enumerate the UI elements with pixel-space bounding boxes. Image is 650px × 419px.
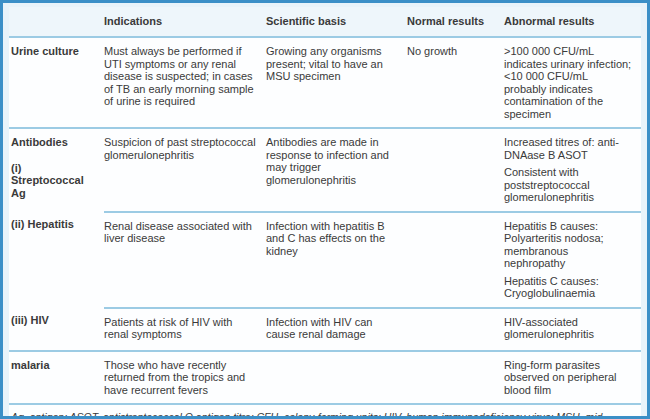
cell-hepatitis-abnormal-results: Hepatitis B causes: Polyarteritis nodosa… [504, 211, 641, 307]
cell-hiv-scientific-basis: Infection with HIV can cause renal damag… [266, 307, 407, 350]
header-cell-abnormal-results: Abnormal results [504, 7, 641, 36]
cell-urine-culture-abnormal-results: >100 000 CFU/mL indicates urinary infect… [504, 38, 641, 127]
header-cell-normal-results: Normal results [407, 7, 504, 36]
cell-streptococcal-scientific-basis: Antibodies are made in response to infec… [266, 129, 407, 211]
cell-hiv-indications: Patients at risk of HIV with renal sympt… [104, 307, 266, 350]
header-cell-scientific-basis: Scientific basis [266, 7, 407, 36]
cell-streptococcal-indications: Suspicion of past streptococcal glomerul… [104, 129, 266, 211]
row-label-antibodies-streptococcal-ag: Antibodies(i) Streptococcal Ag [9, 129, 104, 211]
cell-urine-culture-indications: Must always be performed if UTI symptoms… [104, 38, 266, 127]
cell-hepatitis-indications: Renal disease associated with liver dise… [104, 211, 266, 307]
cell-malaria-normal-results [407, 352, 504, 404]
cell-streptococcal-normal-results [407, 129, 504, 211]
cell-malaria-indications: Those who have recently returned from th… [104, 352, 266, 404]
row-label-hepatitis: (ii) Hepatitis [9, 211, 104, 307]
table-header-row: Indications Scientific basis Normal resu… [9, 7, 641, 36]
row-label-hiv: (iii) HIV [9, 307, 104, 350]
table-row-antibodies-streptococcal-ag: Antibodies(i) Streptococcal Ag Suspicion… [9, 127, 641, 211]
abbreviations-footnote: Ag, antigen; ASOT, antistreptococcal O a… [9, 403, 641, 419]
cell-hepatitis-scientific-basis: Infection with hepatitis B and C has eff… [266, 211, 407, 307]
header-cell-empty [9, 7, 104, 36]
row-label-malaria: malaria [9, 352, 104, 404]
cell-malaria-scientific-basis [266, 352, 407, 404]
cell-hiv-normal-results [407, 307, 504, 350]
cell-urine-culture-normal-results: No growth [407, 38, 504, 127]
row-label-urine-culture: Urine culture [9, 38, 104, 127]
table-row-hepatitis: (ii) Hepatitis Renal disease associated … [9, 211, 641, 307]
cell-urine-culture-scientific-basis: Growing any organisms present; vital to … [266, 38, 407, 127]
cell-hiv-abnormal-results: HIV-associated glomerulonephritis [504, 307, 641, 350]
cell-malaria-abnormal-results: Ring-form parasites observed on peripher… [504, 352, 641, 404]
table-row-hiv: (iii) HIV Patients at risk of HIV with r… [9, 307, 641, 350]
cell-streptococcal-abnormal-results: Increased titres of: anti-DNAase B ASOTC… [504, 129, 641, 211]
table-row-malaria: malaria Those who have recently returned… [9, 350, 641, 404]
lab-tests-table: Indications Scientific basis Normal resu… [9, 7, 641, 419]
header-cell-indications: Indications [104, 7, 266, 36]
lab-tests-table-frame: Indications Scientific basis Normal resu… [0, 0, 650, 419]
cell-hepatitis-normal-results [407, 211, 504, 307]
table-row-urine-culture: Urine culture Must always be performed i… [9, 36, 641, 127]
